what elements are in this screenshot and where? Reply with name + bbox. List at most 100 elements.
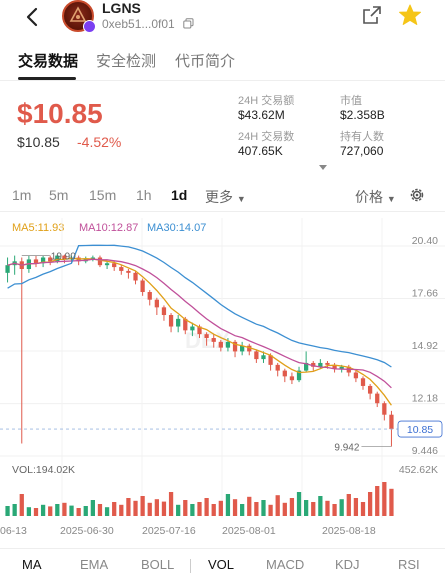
volume-bar: [339, 499, 344, 516]
current-price-tag: [397, 420, 443, 438]
candle-body: [154, 299, 159, 308]
candle-body: [389, 414, 394, 430]
gear-icon[interactable]: [408, 186, 426, 204]
volume-bar: [382, 482, 387, 516]
token-name: LGNS: [102, 0, 141, 16]
price-chart[interactable]: 20.40 17.66 14.92 12.18 9.446 DEX 19.90 9.942 10…: [0, 218, 445, 548]
section-tabs: 交易数据 安全检测 代币简介: [0, 47, 445, 81]
candle-body: [119, 267, 124, 271]
x-axis-label: 06-13: [0, 525, 27, 537]
ma30-line: [7, 244, 392, 368]
tab-security-check[interactable]: 安全检测: [96, 53, 157, 70]
token-avatar: [62, 0, 96, 33]
volume-bar: [360, 502, 366, 516]
indicator-ema[interactable]: EMA: [80, 557, 109, 572]
ma5-line: [7, 257, 392, 406]
candle-body: [161, 307, 167, 316]
volume-bar: [275, 495, 280, 516]
token-logo-icon: [69, 6, 87, 22]
stat-label-24h-volume: 24H 交易额: [238, 95, 295, 107]
y-axis-label: 17.66: [412, 288, 438, 300]
top-bar: LGNS 0xeb51...0f01: [0, 0, 445, 40]
stat-label-24h-tx-count: 24H 交易数: [238, 131, 295, 143]
interval-1m[interactable]: 1m: [12, 187, 32, 203]
active-tab-indicator: [18, 77, 76, 80]
tab-token-intro[interactable]: 代币简介: [175, 53, 236, 70]
volume-bar: [48, 506, 53, 516]
indicator-kdj[interactable]: KDJ: [335, 557, 360, 572]
stat-value-market-cap: $2.358B: [340, 108, 385, 122]
candle-body: [97, 257, 103, 266]
candle-body: [282, 370, 287, 377]
favorite-star-icon[interactable]: [398, 3, 422, 27]
volume-bar: [147, 502, 152, 516]
volume-bar: [311, 502, 316, 516]
candle-body: [367, 385, 373, 394]
candle-body: [140, 280, 145, 293]
candle-body: [183, 318, 188, 331]
volume-bar: [55, 504, 60, 516]
indicator-vol[interactable]: VOL: [208, 557, 235, 572]
share-icon[interactable]: [361, 4, 383, 26]
y-axis-label: 20.40: [412, 235, 438, 247]
stat-value-24h-tx-count: 407.65K: [238, 144, 283, 158]
candle-body: [254, 351, 259, 360]
indicator-divider: [190, 559, 191, 573]
volume-bar: [26, 507, 32, 516]
candle-body: [168, 315, 174, 327]
candle-body: [211, 338, 216, 342]
candle-body: [147, 292, 152, 300]
volume-bar: [90, 500, 95, 516]
back-arrow-icon[interactable]: [22, 6, 44, 28]
more-intervals-dropdown[interactable]: 更多 ▼: [205, 187, 246, 207]
high-marker-label: 19.90: [51, 252, 76, 263]
x-axis-label: 2025-08-01: [222, 525, 276, 537]
interval-1h[interactable]: 1h: [136, 187, 152, 203]
volume-bar: [240, 504, 245, 516]
candle-body: [353, 372, 359, 379]
candle-body: [375, 393, 380, 404]
y-axis-label: 14.92: [412, 340, 438, 352]
candle-body: [218, 341, 223, 348]
volume-bar: [5, 506, 10, 516]
indicator-ma[interactable]: MA: [22, 557, 42, 572]
interval-5m[interactable]: 5m: [49, 187, 69, 203]
volume-bar: [247, 496, 252, 516]
x-axis-label: 2025-06-30: [60, 525, 114, 537]
volume-bar: [367, 492, 373, 516]
candle-body: [332, 364, 337, 369]
volume-bar: [176, 504, 181, 516]
volume-bar: [76, 508, 81, 516]
volume-bar: [97, 504, 103, 516]
volume-bar: [332, 504, 337, 516]
x-axis-label: 2025-08-18: [322, 525, 376, 537]
caret-down-icon: ▼: [236, 194, 246, 204]
copy-icon[interactable]: [183, 18, 194, 29]
volume-bar: [12, 504, 17, 516]
tab-trading-data[interactable]: 交易数据: [18, 53, 79, 70]
price-usd: $10.85: [17, 134, 60, 150]
indicator-bar: MA EMA BOLL VOL MACD KDJ RSI: [0, 548, 445, 585]
volume-bar: [218, 500, 223, 516]
candle-body: [176, 318, 181, 327]
indicator-boll[interactable]: BOLL: [141, 557, 175, 572]
volume-bar: [211, 504, 216, 516]
interval-1d[interactable]: 1d: [171, 187, 188, 203]
interval-15m[interactable]: 15m: [89, 187, 117, 203]
candle-body: [126, 270, 131, 273]
candle-body: [133, 272, 138, 281]
candle-body: [247, 345, 252, 352]
candle-body: [268, 355, 273, 365]
volume-bar: [161, 501, 167, 516]
expand-stats-icon[interactable]: [316, 162, 330, 172]
price-type-dropdown[interactable]: 价格 ▼: [355, 187, 396, 207]
candle-body: [296, 370, 302, 381]
volume-bar: [296, 492, 302, 516]
candle-body: [232, 341, 238, 352]
low-marker-label: 9.942: [334, 442, 359, 453]
volume-bar: [325, 500, 330, 516]
indicator-rsi[interactable]: RSI: [398, 557, 420, 572]
y-axis-label: 12.18: [412, 393, 438, 405]
indicator-macd[interactable]: MACD: [266, 557, 305, 572]
candle-body: [5, 265, 10, 273]
